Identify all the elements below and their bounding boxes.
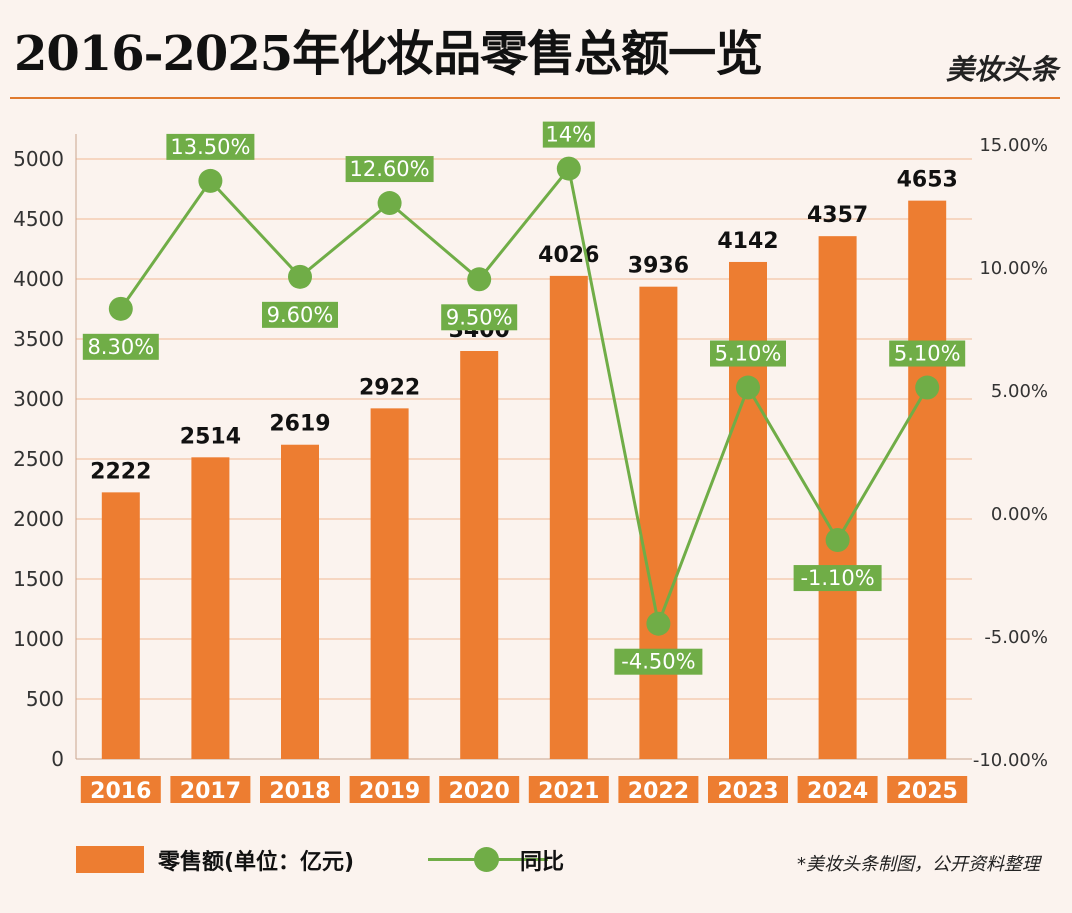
yoy-label-box	[614, 648, 703, 675]
yoy-point	[288, 264, 312, 289]
bar-value-label: 4357	[807, 203, 868, 228]
category-box	[528, 776, 609, 803]
bar	[639, 286, 678, 759]
yoy-point	[467, 267, 492, 292]
bar	[370, 408, 409, 759]
legend-bar-label: 零售额(单位：亿元)	[158, 850, 355, 875]
y-left-tick-label: 3500	[13, 327, 64, 351]
category-label: 2017	[180, 779, 241, 804]
yoy-label-box	[889, 340, 966, 367]
category-box	[170, 776, 251, 803]
category-box	[708, 776, 788, 803]
yoy-label-box	[345, 156, 434, 183]
bar-value-label: 2514	[180, 424, 241, 449]
y-left-tick-label: 1000	[13, 627, 64, 651]
y-right-tick-label: -5.00%	[984, 627, 1048, 648]
y-right-tick-label: 10.00%	[979, 258, 1048, 279]
yoy-label: 9.60%	[267, 303, 334, 327]
yoy-label-box	[82, 333, 159, 360]
bar	[818, 236, 857, 759]
yoy-label: 12.60%	[350, 157, 430, 181]
y-right-tick-label: 0.00%	[991, 504, 1048, 525]
y-right-tick-label: 15.00%	[979, 135, 1048, 156]
y-left-tick-label: 1500	[13, 567, 64, 591]
yoy-label: 13.50%	[170, 135, 250, 159]
yoy-point	[915, 375, 940, 400]
y-left-tick-label: 4500	[13, 207, 64, 231]
y-left-tick-label: 4000	[13, 267, 64, 291]
source-note: *美妆头条制图，公开资料整理	[797, 854, 1040, 875]
bar-value-label: 4026	[538, 243, 599, 268]
yoy-label: 5.10%	[715, 342, 782, 366]
y-right-tick-label: 5.00%	[991, 381, 1048, 402]
legend-line-label: 同比	[520, 850, 565, 875]
legend-dot-swatch	[474, 847, 499, 872]
bar	[101, 492, 140, 759]
category-box	[887, 776, 968, 803]
brand-logo: 美妆头条	[945, 53, 1058, 86]
legend-bar-swatch	[76, 846, 144, 873]
bar	[191, 457, 230, 759]
category-box	[797, 776, 878, 803]
yoy-line	[119, 165, 929, 630]
category-label: 2022	[628, 779, 689, 804]
y-right-tick-label: -10.00%	[973, 750, 1048, 771]
bar-value-label: 4653	[897, 168, 958, 193]
yoy-label-box	[262, 301, 338, 328]
bar	[281, 444, 319, 759]
bar	[549, 275, 588, 759]
y-left-tick-label: 0	[51, 747, 64, 771]
yoy-label: -4.50%	[621, 650, 695, 674]
yoy-label: 9.50%	[446, 305, 513, 329]
yoy-label: 8.30%	[87, 335, 154, 359]
yoy-label-box	[542, 121, 595, 148]
category-label: 2018	[269, 779, 330, 804]
category-box	[80, 776, 161, 803]
y-left-tick-label: 2500	[13, 447, 64, 471]
category-box	[618, 776, 699, 803]
y-left-tick-label: 500	[26, 687, 64, 711]
bar-value-label: 4142	[717, 229, 778, 254]
category-box	[349, 776, 430, 803]
bar-value-label: 2222	[90, 459, 151, 484]
yoy-label-box	[710, 340, 786, 367]
category-label: 2024	[807, 779, 868, 804]
yoy-label-box	[793, 565, 882, 592]
category-box	[439, 776, 520, 803]
bar-value-label: 3936	[628, 254, 689, 279]
y-left-tick-label: 2000	[13, 507, 64, 531]
legend: 零售额(单位：亿元) 同比 *美妆头条制图，公开资料整理	[0, 840, 1072, 880]
bar	[908, 200, 947, 759]
y-left-tick-label: 3000	[13, 387, 64, 411]
category-label: 2025	[897, 779, 958, 804]
category-label: 2019	[359, 779, 420, 804]
category-label: 2016	[90, 779, 151, 804]
yoy-point	[108, 296, 133, 321]
category-label: 2020	[449, 779, 510, 804]
yoy-point	[825, 528, 850, 553]
category-box	[260, 776, 340, 803]
yoy-label: -1.10%	[800, 566, 874, 590]
yoy-point	[556, 156, 581, 181]
chart-title: 2016-2025年化妆品零售总额一览	[14, 26, 763, 82]
yoy-label: 14%	[545, 123, 592, 147]
title-divider	[10, 97, 1060, 99]
category-label: 2023	[717, 779, 778, 804]
bar-value-label: 2619	[269, 412, 330, 437]
yoy-label: 5.10%	[894, 342, 961, 366]
category-label: 2021	[538, 779, 599, 804]
yoy-point	[736, 375, 760, 400]
yoy-point	[377, 191, 402, 216]
bar	[729, 261, 767, 759]
yoy-point	[198, 168, 223, 193]
yoy-label-box	[166, 133, 255, 160]
bar	[460, 351, 499, 759]
bar-value-label: 2922	[359, 375, 420, 400]
yoy-label-box	[441, 304, 518, 331]
y-left-tick-label: 5000	[13, 147, 64, 171]
yoy-point	[646, 611, 671, 636]
